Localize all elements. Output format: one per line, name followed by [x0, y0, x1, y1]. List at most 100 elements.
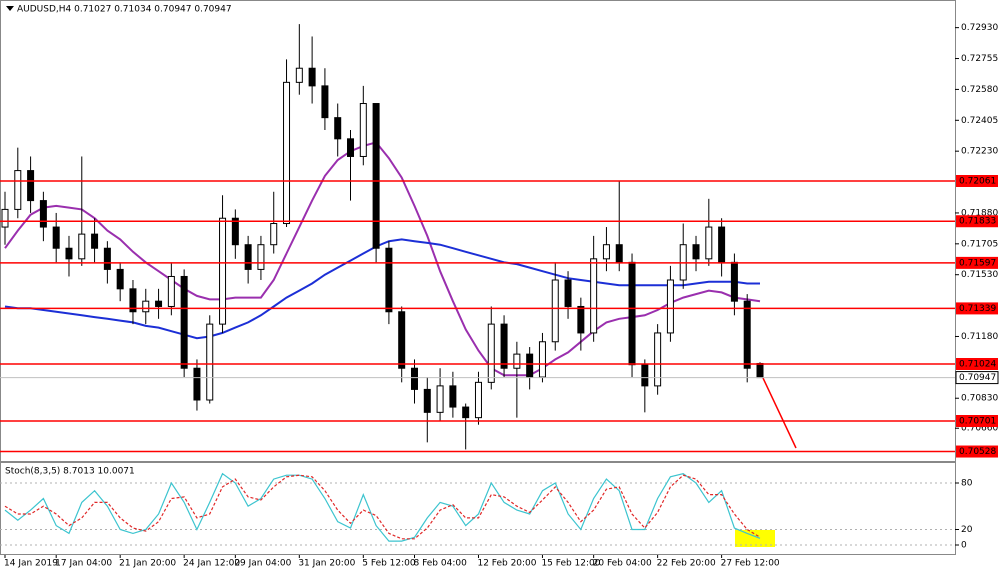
- candle-body: [398, 311, 406, 369]
- symbol-icon: [6, 6, 14, 11]
- candle-body: [52, 226, 60, 249]
- candle-body: [103, 247, 111, 270]
- candle-body: [436, 385, 444, 413]
- y-tick-label: 0.72580: [961, 85, 998, 95]
- candle-body: [1, 208, 9, 228]
- x-tick-label: 29 Jan 04:00: [234, 559, 291, 569]
- candle-body: [347, 138, 355, 157]
- candle-body: [219, 217, 227, 325]
- candle-body: [692, 244, 700, 260]
- candle-body: [142, 300, 150, 313]
- candle-body: [410, 367, 418, 390]
- candle-body: [577, 305, 585, 334]
- candle-body: [283, 81, 291, 225]
- level-label: 0.71024: [959, 360, 996, 370]
- stoch-line: [4, 474, 761, 540]
- candle-body: [615, 244, 623, 263]
- candle-body: [308, 67, 316, 87]
- level-label-box: [956, 445, 998, 458]
- candle-body: [334, 117, 342, 140]
- candle-body: [730, 261, 738, 302]
- candle-body: [372, 103, 380, 249]
- x-tick-label: 17 Jan 04:00: [55, 559, 112, 569]
- level-label: 0.70528: [959, 447, 996, 457]
- candle-body: [167, 275, 175, 307]
- x-tick-label: 14 Jan 2019: [4, 559, 58, 569]
- candle-body: [27, 170, 35, 202]
- y-tick-label: 0.72405: [961, 116, 998, 126]
- candle-body: [538, 341, 546, 378]
- candle-body: [590, 258, 598, 334]
- candle-body: [449, 385, 457, 408]
- main-panel-frame: [0, 0, 956, 462]
- x-tick-label: 22 Feb 20:00: [657, 559, 716, 569]
- candle-body: [65, 247, 73, 260]
- x-tick-label: 20 Feb 04:00: [593, 559, 652, 569]
- level-label-box: [956, 358, 998, 370]
- y-tick-label: 0.70830: [961, 394, 998, 404]
- stoch-line: [4, 472, 761, 542]
- candle-body: [193, 367, 201, 401]
- level-label-box: [956, 415, 998, 427]
- candle-body: [526, 353, 534, 378]
- level-label: 0.71597: [959, 258, 996, 268]
- candle-body: [155, 300, 163, 307]
- candle-body: [231, 217, 239, 246]
- indicator-header: Stoch(8,3,5) 8.7013 10.0071: [5, 467, 135, 477]
- level-label-box: [956, 256, 998, 269]
- candle-body: [244, 244, 252, 270]
- x-tick-label: 31 Jan 20:00: [298, 559, 355, 569]
- candle-body: [654, 332, 662, 387]
- level-label: 0.71833: [959, 217, 996, 227]
- candle-body: [14, 170, 22, 210]
- candle-body: [462, 406, 470, 419]
- x-tick-label: 15 Feb 12:00: [541, 559, 600, 569]
- candle-body: [359, 103, 367, 157]
- last-price-label: 0.70947: [959, 373, 996, 383]
- candle-body: [551, 279, 559, 343]
- level-label: 0.70701: [959, 417, 996, 427]
- x-tick-label: 5 Feb 12:00: [362, 559, 416, 569]
- x-tick-label: 21 Jan 20:00: [119, 559, 176, 569]
- candle-body: [295, 67, 303, 83]
- y-tick-label: 20: [961, 525, 973, 535]
- y-tick-label: 0.72755: [961, 54, 998, 64]
- level-label: 0.71339: [959, 304, 996, 314]
- candle-body: [500, 323, 508, 369]
- candle-body: [666, 279, 674, 334]
- candle-body: [116, 268, 124, 290]
- level-label-box: [956, 215, 998, 228]
- x-tick-label: 27 Feb 12:00: [721, 559, 780, 569]
- y-tick-label: 0.71880: [961, 208, 998, 218]
- y-tick-label: 0.71180: [961, 332, 998, 342]
- candle-body: [602, 244, 610, 260]
- candle-body: [78, 233, 86, 260]
- level-label-box: [956, 175, 998, 187]
- candle-body: [487, 323, 495, 383]
- highlight: [735, 530, 775, 547]
- candle-body: [385, 247, 393, 313]
- candle-body: [91, 233, 99, 249]
- candle-body: [206, 323, 214, 401]
- candle-body: [39, 200, 47, 228]
- candle-body: [474, 381, 482, 419]
- candle-body: [129, 288, 137, 313]
- y-tick-label: 80: [961, 478, 973, 488]
- candle-body: [270, 223, 278, 246]
- y-tick-label: 0: [961, 541, 967, 551]
- candle-body: [257, 244, 265, 270]
- candle-body: [705, 226, 713, 260]
- trend-arrow: [762, 377, 797, 449]
- candle-body: [513, 353, 521, 369]
- x-tick-label: 12 Feb 20:00: [477, 559, 536, 569]
- candle-body: [743, 300, 751, 369]
- symbol-header: AUDUSD,H4 0.71027 0.71034 0.70947 0.7094…: [17, 5, 232, 15]
- x-tick-label: 8 Feb 04:00: [413, 559, 467, 569]
- candle-body: [564, 279, 572, 307]
- y-tick-label: 0.70660: [961, 424, 998, 434]
- y-tick-label: 0.72930: [961, 23, 998, 33]
- y-tick-label: 0.71705: [961, 239, 998, 249]
- candle-body: [756, 362, 764, 379]
